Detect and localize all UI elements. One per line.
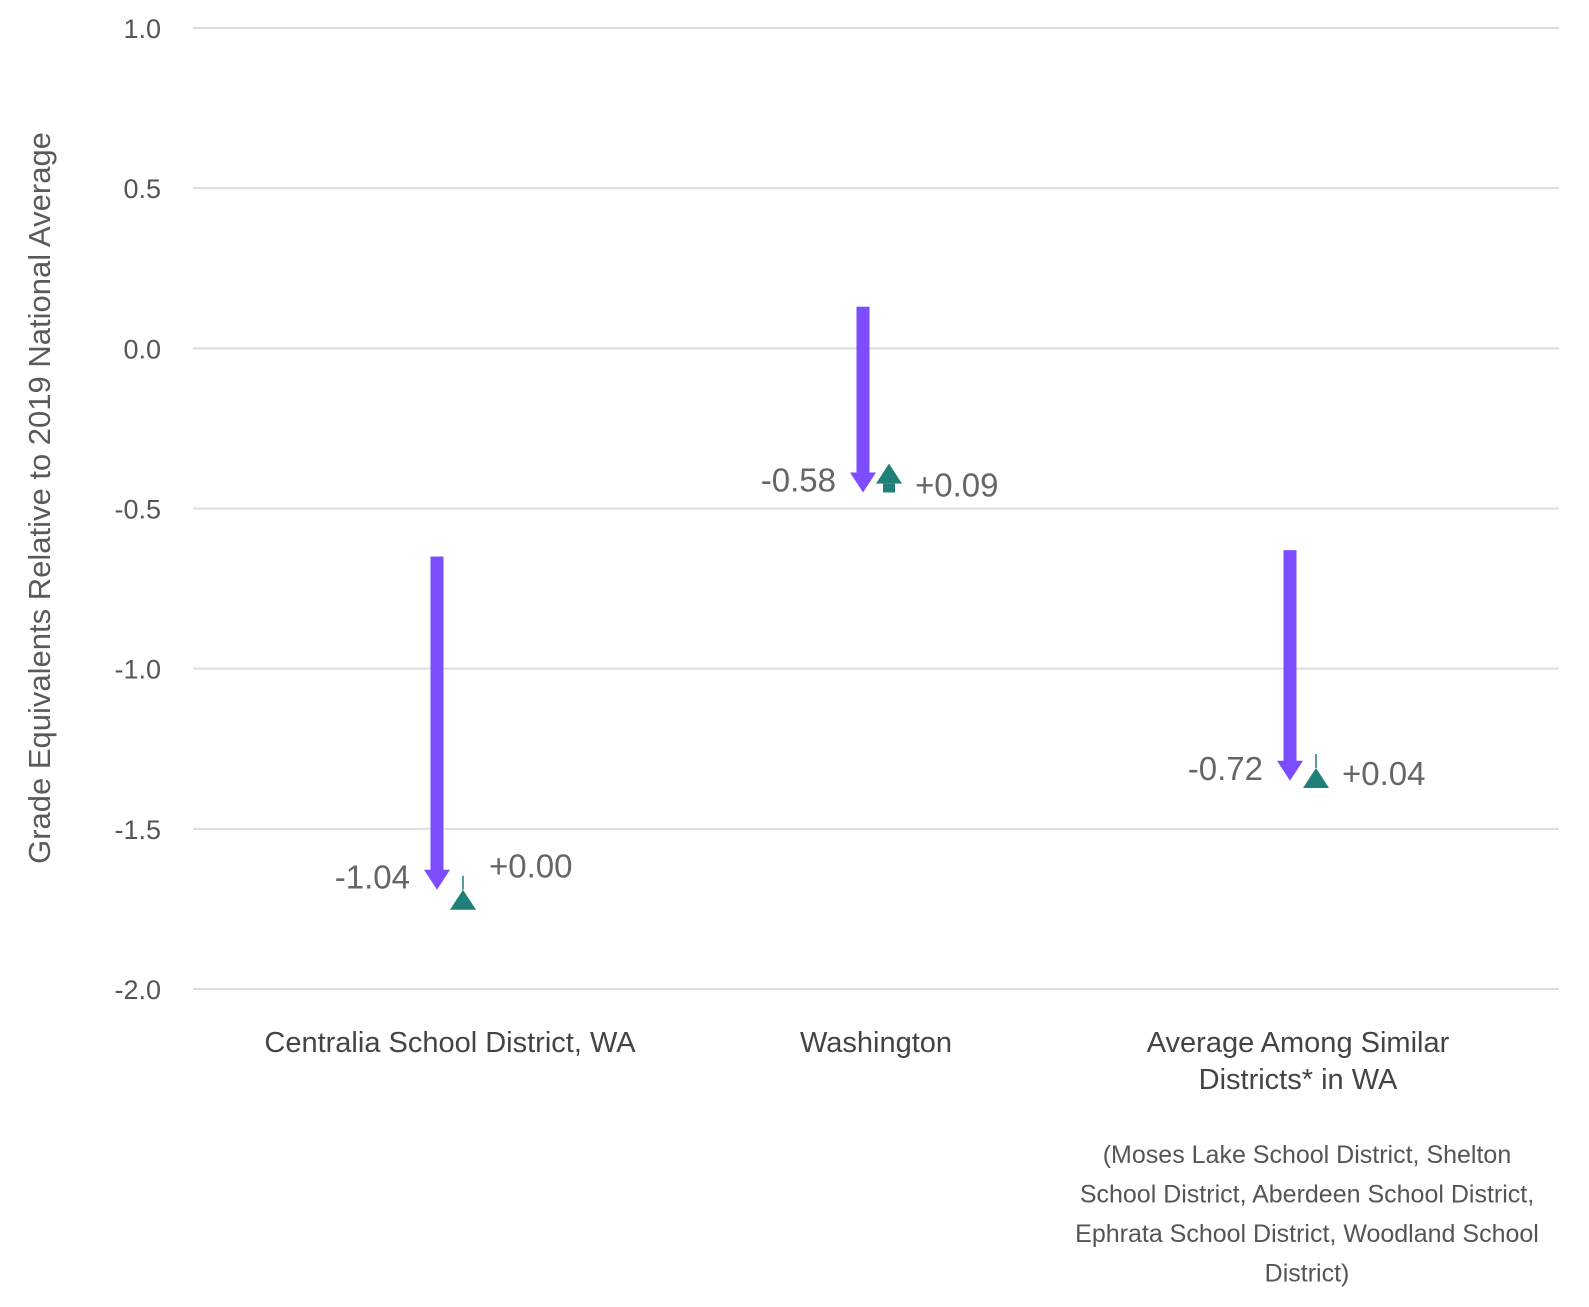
y-tick-label: 0.0: [123, 334, 161, 364]
decline-value-label: -1.04: [335, 859, 410, 896]
category-label: Centralia School District, WA: [264, 1027, 636, 1059]
recovery-arrow-head: [1303, 767, 1329, 788]
category-note: (Moses Lake School District, Shelton: [1103, 1141, 1512, 1169]
decline-arrow-head: [424, 869, 450, 890]
category-label: Districts* in WA: [1199, 1064, 1398, 1096]
y-tick-label: -1.5: [114, 815, 161, 845]
category-note: District): [1265, 1260, 1350, 1288]
decline-arrow-head: [1277, 760, 1303, 781]
recovery-arrow-head: [876, 463, 902, 484]
y-axis-ticks: 1.0 0.5 0.0 -0.5 -1.0 -1.5 -2.0: [114, 14, 161, 1005]
y-tick-label: 0.5: [123, 174, 161, 204]
decline-value-label: -0.58: [761, 461, 836, 498]
y-axis-title: Grade Equivalents Relative to 2019 Natio…: [22, 132, 57, 864]
recovery-value-label: +0.00: [489, 848, 573, 885]
decline-value-label: -0.72: [1188, 750, 1263, 787]
category-label: Average Among Similar: [1147, 1027, 1450, 1059]
decline-arrow-shaft: [856, 306, 870, 474]
category-note: School District, Aberdeen School Distric…: [1080, 1181, 1534, 1209]
y-tick-label: -1.0: [114, 655, 161, 685]
recovery-arrow-shaft: [883, 483, 895, 493]
y-tick-label: -2.0: [114, 975, 161, 1005]
category-labels: Centralia School District, WA Washington A…: [264, 1027, 1538, 1288]
decline-arrow-shaft: [1283, 550, 1297, 762]
y-tick-label: 1.0: [123, 14, 161, 44]
recovery-value-label: +0.09: [915, 466, 999, 503]
category-label: Washington: [800, 1027, 952, 1059]
y-tick-label: -0.5: [114, 495, 161, 525]
decline-arrow-head: [850, 472, 876, 493]
gridlines: [193, 27, 1559, 990]
recovery-arrow-head: [450, 889, 476, 910]
recovery-value-label: +0.04: [1342, 755, 1426, 792]
category-note: Ephrata School District, Woodland School: [1075, 1220, 1539, 1248]
chart-marks: -1.04 +0.00 -0.58 +0.09 -0.72 +0.04: [335, 306, 1426, 910]
decline-arrow-shaft: [430, 556, 444, 871]
